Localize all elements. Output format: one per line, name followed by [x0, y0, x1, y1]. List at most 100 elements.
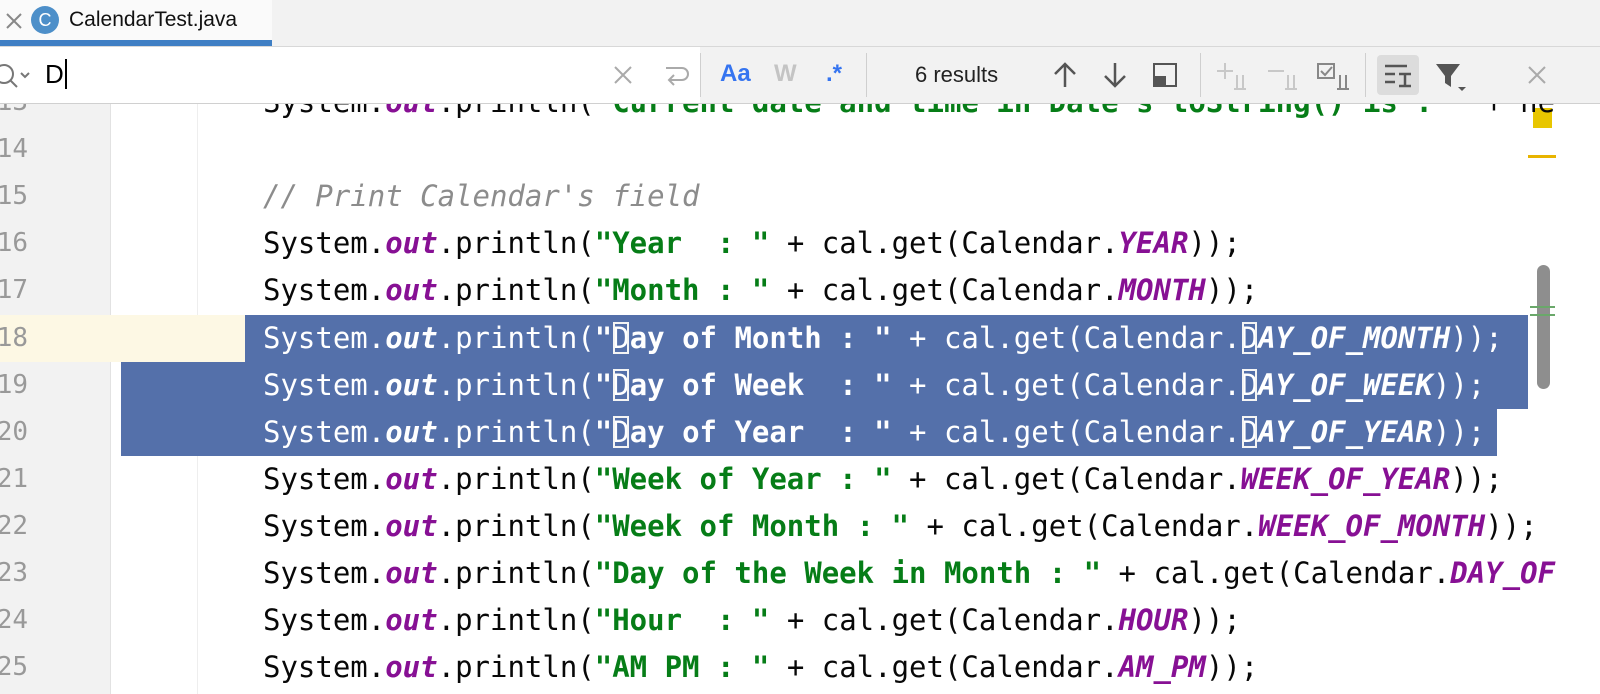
code-line: System.out.println("Day of Month : " + c…: [263, 315, 1503, 362]
search-input[interactable]: D: [0, 47, 700, 103]
previous-occurrence[interactable]: [1052, 61, 1078, 89]
remove-selection[interactable]: [1266, 61, 1300, 91]
code-token: System.: [263, 556, 386, 590]
code-token: System.: [263, 650, 386, 685]
code-token: System.: [263, 461, 386, 496]
in-selection-toggle[interactable]: [1377, 55, 1419, 95]
code-token: WEEK_OF_YEAR: [1240, 461, 1451, 496]
code-editor: 13 System.out.println("Current date and t…: [0, 104, 1600, 694]
code-token: ay of Week : ": [629, 367, 892, 402]
tab-bar: C CalendarTest.java: [0, 0, 1600, 47]
code-token: + cal.get(Calendar.: [1101, 556, 1451, 590]
code-line: System.out.println("Week of Month : " + …: [263, 503, 1538, 550]
filter-window[interactable]: [1152, 62, 1178, 88]
code-line: System.out.println("Current date and tim…: [263, 104, 1555, 126]
code-token: AY_OF_WEEK: [1258, 367, 1433, 402]
code-token: ": [594, 367, 613, 402]
selection: [245, 314, 1528, 362]
search-icon[interactable]: [0, 62, 36, 90]
code-token: .println(: [437, 367, 595, 402]
code-token: D: [612, 414, 630, 449]
code-token: WEEK_OF_MONTH: [1258, 508, 1486, 543]
line-number: 20: [0, 416, 28, 447]
code-line: System.out.println("Day of Year : " + ca…: [263, 409, 1485, 456]
code-token: + cal.get(Calendar.: [769, 273, 1119, 308]
code-token: "Week of Year : ": [594, 461, 892, 496]
code-token: YEAR: [1118, 226, 1189, 261]
separator: [700, 53, 701, 97]
code-token: ": [594, 414, 613, 449]
code-token: .println(: [437, 226, 595, 261]
code-token: + cal.get(Calendar.: [909, 508, 1259, 543]
selection: [121, 361, 1528, 409]
code-token: ay of Month : ": [629, 320, 892, 355]
scroll-marker: [1528, 155, 1556, 158]
line-number: 23: [0, 558, 28, 588]
line-number: 18: [0, 322, 28, 353]
code-token: System.: [263, 367, 386, 402]
code-token: ));: [1205, 273, 1259, 308]
match-case-toggle[interactable]: Aa: [720, 60, 751, 87]
code-token: out: [385, 508, 438, 543]
code-token: System.: [263, 603, 386, 638]
separator: [1200, 53, 1201, 97]
close-search[interactable]: [1526, 64, 1548, 86]
selection: [121, 408, 1497, 456]
multiline-button[interactable]: [662, 62, 690, 88]
filter-button[interactable]: [1434, 61, 1470, 93]
code-token: D: [1240, 320, 1259, 355]
file-icon: C: [31, 6, 59, 34]
scroll-marker: [1530, 306, 1555, 308]
code-token: DAY_OF: [1450, 556, 1556, 590]
code-line: System.out.println("AM PM : " + cal.get(…: [263, 644, 1258, 691]
code-token: AM_PM: [1118, 650, 1206, 685]
regex-toggle[interactable]: .*: [826, 60, 843, 87]
separator: [866, 53, 867, 97]
code-token: + cal.get(Calendar.: [769, 650, 1119, 685]
next-occurrence[interactable]: [1102, 61, 1128, 89]
code-token: ));: [1432, 414, 1486, 449]
code-token: "Year : ": [594, 226, 770, 261]
code-token: ay of Year : ": [629, 414, 892, 449]
code-token: out: [385, 104, 437, 119]
code-token: ));: [1432, 367, 1486, 402]
scrollbar-thumb[interactable]: [1537, 265, 1550, 389]
code-token: MONTH: [1118, 273, 1206, 308]
find-bar: D Aa W .* 6 results: [0, 47, 1600, 104]
code-token: "Hour : ": [594, 603, 770, 638]
line-number-gutter: [0, 104, 111, 694]
result-count: 6 results: [915, 62, 999, 87]
clear-button[interactable]: [612, 64, 634, 86]
code-token: "Week of Month : ": [594, 508, 910, 543]
tab-underline: [0, 40, 272, 46]
line-number: 13: [0, 104, 28, 126]
code-token: + ne: [1468, 104, 1555, 119]
line-number: 19: [0, 369, 28, 400]
code-token: ));: [1188, 603, 1241, 638]
code-token: ));: [1485, 508, 1538, 543]
code-token: D: [1240, 367, 1259, 402]
code-line: System.out.println("Year : " + cal.get(C…: [263, 220, 1241, 267]
code-token: AY_OF_YEAR: [1258, 414, 1433, 449]
search-query: D: [45, 59, 67, 89]
words-toggle[interactable]: W: [774, 60, 797, 87]
code-token: .println(: [437, 273, 595, 308]
code-token: + cal.get(Calendar.: [891, 367, 1241, 402]
code-token: System.: [263, 273, 386, 308]
code-token: .println(: [437, 320, 595, 355]
add-selection[interactable]: [1215, 61, 1249, 91]
code-token: out: [385, 461, 438, 496]
code-token: D: [612, 367, 630, 402]
code-line: System.out.println("Month : " + cal.get(…: [263, 267, 1258, 314]
warning-marker: [1533, 108, 1552, 128]
code-token: + cal.get(Calendar.: [769, 603, 1119, 638]
code-line: System.out.println("Week of Year : " + c…: [263, 456, 1503, 503]
code-token: .println(: [437, 650, 595, 685]
select-all-occurrences[interactable]: [1316, 61, 1352, 91]
code-token: .println(: [437, 461, 595, 496]
current-line-gutter: [0, 314, 245, 362]
code-line: System.out.println("Hour : " + cal.get(C…: [263, 597, 1241, 644]
code-token: D: [1240, 414, 1259, 449]
editor-tab[interactable]: C CalendarTest.java: [0, 0, 272, 46]
tab-close[interactable]: [4, 11, 24, 31]
